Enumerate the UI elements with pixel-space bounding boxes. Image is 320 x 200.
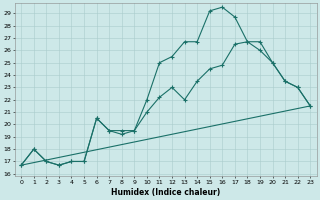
X-axis label: Humidex (Indice chaleur): Humidex (Indice chaleur) <box>111 188 220 197</box>
